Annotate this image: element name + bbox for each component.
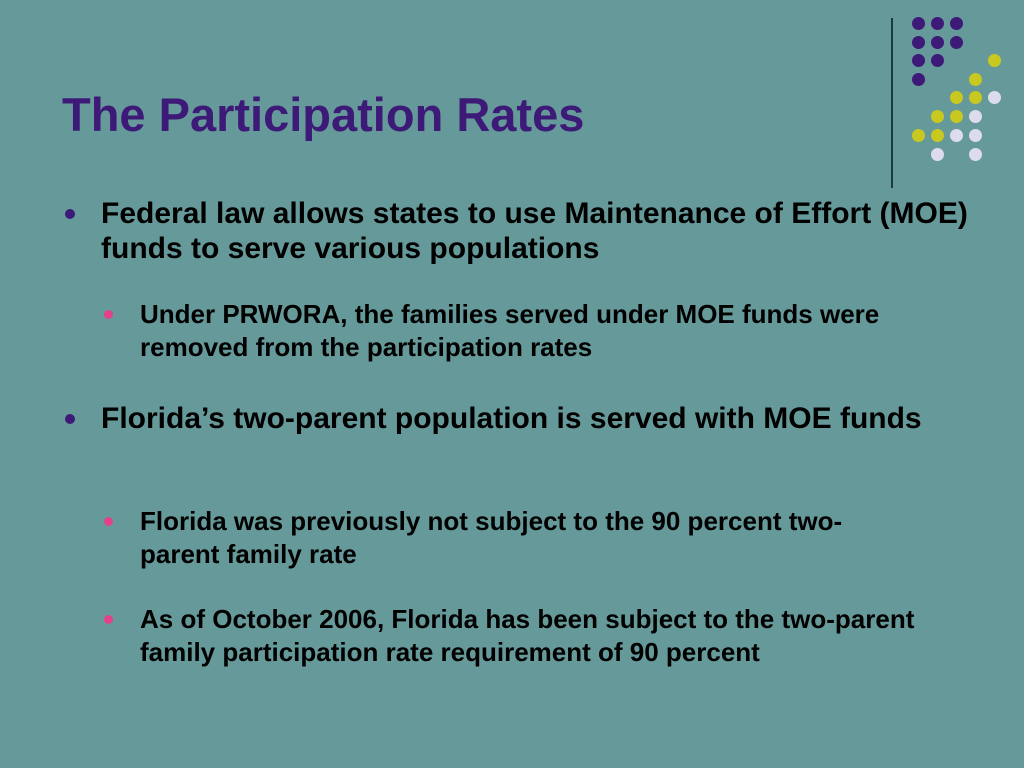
bullet-text: Florida’s two-parent population is serve…	[101, 402, 922, 435]
bullet-text: Florida was previously not subject to th…	[140, 506, 843, 569]
bullet-text: Under PRWORA, the families served under …	[140, 299, 880, 362]
bullet-marker	[65, 414, 75, 424]
bullet-text: Federal law allows states to use Mainten…	[101, 197, 968, 265]
bullet-item: As of October 2006, Florida has been sub…	[104, 603, 940, 669]
bullet-item: Federal law allows states to use Mainten…	[65, 196, 981, 266]
bullet-marker	[104, 615, 113, 624]
bullet-item: Florida was previously not subject to th…	[104, 505, 880, 571]
bullet-text: As of October 2006, Florida has been sub…	[140, 604, 915, 667]
bullet-marker	[104, 310, 113, 319]
bullet-marker	[104, 517, 113, 526]
slide-title: The Participation Rates	[62, 88, 585, 141]
bullet-item: Florida’s two-parent population is serve…	[65, 401, 931, 436]
bullet-marker	[65, 209, 75, 219]
title-divider-line	[891, 18, 893, 188]
bullet-item: Under PRWORA, the families served under …	[104, 298, 970, 364]
